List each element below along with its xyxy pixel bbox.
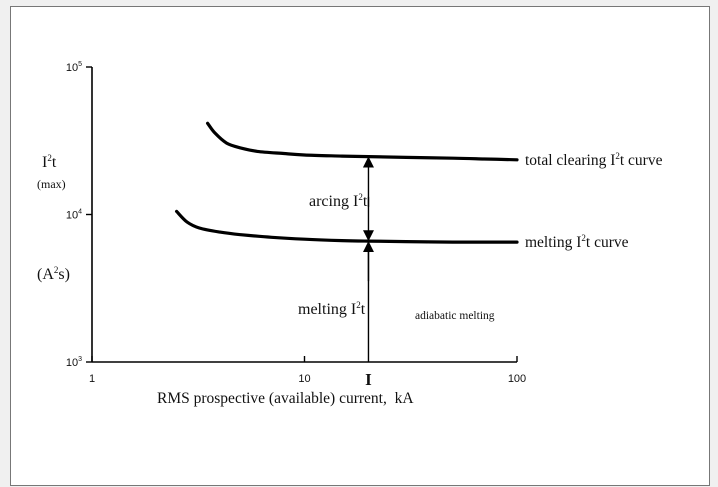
x-tick-label: 1 — [89, 373, 95, 385]
chart-frame: 1 10 100 103 104 105 total clearing I2t curve… — [10, 6, 710, 486]
x-tick-label: 100 — [508, 373, 526, 385]
total-clearing-curve — [206, 121, 519, 162]
y-tick-label: 105 — [66, 61, 82, 74]
melting-curve — [175, 209, 519, 244]
melting-annotation: melting I2t — [298, 300, 366, 318]
x-axis-label: RMS prospective (available) current, kA — [157, 390, 414, 407]
y-axis-label-main: I2t — [42, 153, 57, 171]
arcing-annotation: arcing I2t — [309, 192, 368, 210]
series-label-total-clearing: total clearing I2t curve — [525, 151, 663, 169]
y-axis-label-sub: (max) — [37, 177, 66, 191]
current-marker-label: I — [365, 370, 372, 389]
x-tick-label: 10 — [298, 373, 310, 385]
fuse-i2t-chart: 1 10 100 103 104 105 total clearing I2t curve… — [37, 61, 663, 407]
adiabatic-annotation: adiabatic melting — [415, 310, 495, 322]
y-axis-label-unit: (A2s) — [37, 265, 70, 283]
y-tick-label: 104 — [66, 209, 82, 222]
series-label-melting: melting I2t curve — [525, 233, 629, 251]
y-tick-label: 103 — [66, 356, 82, 369]
axis-ticks: 1 10 100 103 104 105 — [66, 61, 526, 385]
